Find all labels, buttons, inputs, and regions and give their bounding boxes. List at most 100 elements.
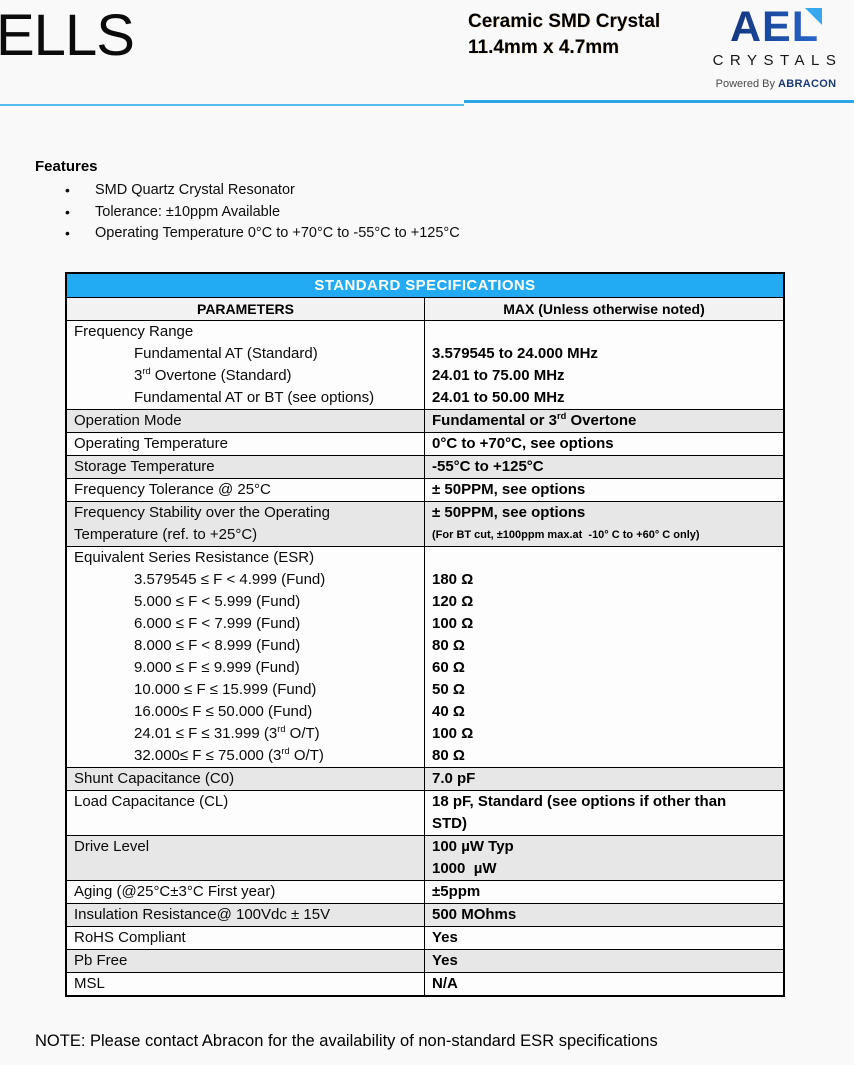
value-cell: 100 µW Typ 1000 µW [425,836,783,880]
powered-by-prefix: Powered By [715,78,779,90]
param-line: Fundamental AT or BT (see options) [134,389,375,406]
product-title-line2: 11.4mm x 4.7mm [468,37,620,58]
param-line: 24.01 ≤ F ≤ 31.999 (3rd O/T) [134,724,320,742]
value-line: Yes [432,929,458,946]
value-line: 100 Ω [432,725,474,742]
spec-row: Insulation Resistance@ 100Vdc ± 15V 500 M… [67,904,783,927]
param-line: 5.000 ≤ F < 5.999 (Fund) [134,593,301,610]
value-line: 7.0 pF [432,770,476,787]
value-cell: 500 MOhms [425,904,783,926]
param-line: 3.579545 ≤ F < 4.999 (Fund) [134,571,326,588]
value-line: 60 Ω [432,659,465,676]
value-line: ±5ppm [432,883,481,900]
feature-item-text: Operating Temperature 0°C to +70°C to -5… [95,225,460,241]
value-line: 24.01 to 75.00 MHz [432,367,565,384]
param-line: 6.000 ≤ F < 7.999 (Fund) [134,615,301,632]
param-line: RoHS Compliant [74,929,186,946]
spec-row: Equivalent Series Resistance (ESR) 3.5795… [67,547,783,768]
ael-wordmark: AEL [730,6,822,49]
value-cell: ± 50PPM, see options (For BT cut, ±100ppm… [425,502,783,546]
features-section: Features • SMD Quartz Crystal Resonator •… [35,158,460,245]
param-line: Frequency Tolerance @ 25°C [74,481,271,498]
feature-item-text: Tolerance: ±10ppm Available [95,203,281,220]
spec-row: Frequency Stability over the Operating Te… [67,502,783,547]
param-line: Insulation Resistance@ 100Vdc ± 15V [74,906,331,923]
feature-item: • Operating Temperature 0°C to +70°C to -… [35,223,460,245]
value-line: 50 Ω [432,681,465,698]
param-cell: Insulation Resistance@ 100Vdc ± 15V [67,904,425,926]
param-line: Storage Temperature [74,458,215,475]
value-cell: Yes [425,950,783,972]
spec-row: RoHS Compliant Yes [67,927,783,950]
value-cell: Yes [425,927,783,949]
feature-item-text: SMD Quartz Crystal Resonator [95,182,295,198]
value-line: 180 Ω [432,571,474,588]
value-line: 1000 µW [432,860,497,877]
param-line: 8.000 ≤ F < 8.999 (Fund) [134,637,301,654]
abracon-wordmark: ABRACON [778,78,837,90]
spec-row: Frequency Tolerance @ 25°C ± 50PPM, see o… [67,479,783,502]
param-cell: Storage Temperature [67,456,425,478]
value-line: 120 Ω [432,593,474,610]
product-title-line1: Ceramic SMD Crystal [468,11,661,32]
features-heading: Features [35,158,98,175]
value-line: 18 pF, Standard (see options if other th… [432,793,727,810]
spec-row: Frequency Range Fundamental AT (Standard)… [67,321,783,410]
param-line: 3rd Overtone (Standard) [134,366,292,384]
param-line: MSL [74,975,105,992]
spec-row: Pb Free Yes [67,950,783,973]
part-code: ELLS [0,3,135,68]
value-cell: ±5ppm [425,881,783,903]
spec-row: Drive Level 100 µW Typ 1000 µW [67,836,783,881]
features-list: • SMD Quartz Crystal Resonator • Tolerance… [35,180,460,245]
header-rule-left [0,104,464,106]
param-cell: Shunt Capacitance (C0) [67,768,425,790]
value-cell: ± 50PPM, see options [425,479,783,501]
column-header-max: MAX (Unless otherwise noted) [503,301,705,317]
feature-item: • Tolerance: ±10ppm Available [35,202,460,224]
param-cell: MSL [67,973,425,995]
param-line: Pb Free [74,952,128,969]
value-cell: 180 Ω 120 Ω 100 Ω 80 Ω 60 Ω 50 Ω 40 Ω 100 Ω 80 Ω [425,547,783,767]
param-cell: Frequency Stability over the Operating Te… [67,502,425,546]
value-line: ± 50PPM, see options [432,481,586,498]
value-line: -55°C to +125°C [432,458,544,475]
param-cell: Equivalent Series Resistance (ESR) 3.5795… [67,547,425,767]
spec-row: MSL N/A [67,973,783,995]
param-line: Load Capacitance (CL) [74,793,229,810]
spec-table-body: Frequency Range Fundamental AT (Standard)… [67,321,783,995]
feature-item: • SMD Quartz Crystal Resonator [35,180,460,202]
param-line: Operation Mode [74,412,182,429]
param-line: 16.000≤ F ≤ 50.000 (Fund) [134,703,313,720]
powered-by: Powered By ABRACON [700,78,852,90]
param-line: Frequency Stability over the Operating [74,504,330,521]
value-line: N/A [432,975,458,992]
spec-row: Operation Mode Fundamental or 3rd Overton… [67,410,783,433]
value-cell: N/A [425,973,783,995]
value-line: ± 50PPM, see options [432,504,586,521]
param-cell: Pb Free [67,950,425,972]
value-cell: 7.0 pF [425,768,783,790]
value-line: 0°C to +70°C, see options [432,435,614,452]
spec-row: Storage Temperature -55°C to +125°C [67,456,783,479]
bullet-icon: • [65,225,70,241]
param-line: 32.000≤ F ≤ 75.000 (3rd O/T) [134,746,324,764]
param-cell: Operation Mode [67,410,425,432]
value-line: Fundamental or 3rd Overtone [432,411,637,429]
note-text: NOTE: Please contact Abracon for the ava… [35,1032,658,1050]
bullet-icon: • [65,203,70,220]
header-rule-right [464,100,854,103]
value-cell: 0°C to +70°C, see options [425,433,783,455]
spec-row: Operating Temperature 0°C to +70°C, see o… [67,433,783,456]
param-line: Frequency Range [74,323,194,340]
value-line [432,321,776,343]
value-line: 500 MOhms [432,906,517,923]
param-line: Shunt Capacitance (C0) [74,770,235,787]
param-line: Equivalent Series Resistance (ESR) [74,549,315,566]
value-line: 40 Ω [432,703,465,720]
value-line: 80 Ω [432,747,465,764]
value-line: 100 µW Typ [432,838,514,855]
param-line: Fundamental AT (Standard) [134,345,318,362]
value-line: 3.579545 to 24.000 MHz [432,345,598,362]
value-line: STD) [432,815,467,832]
